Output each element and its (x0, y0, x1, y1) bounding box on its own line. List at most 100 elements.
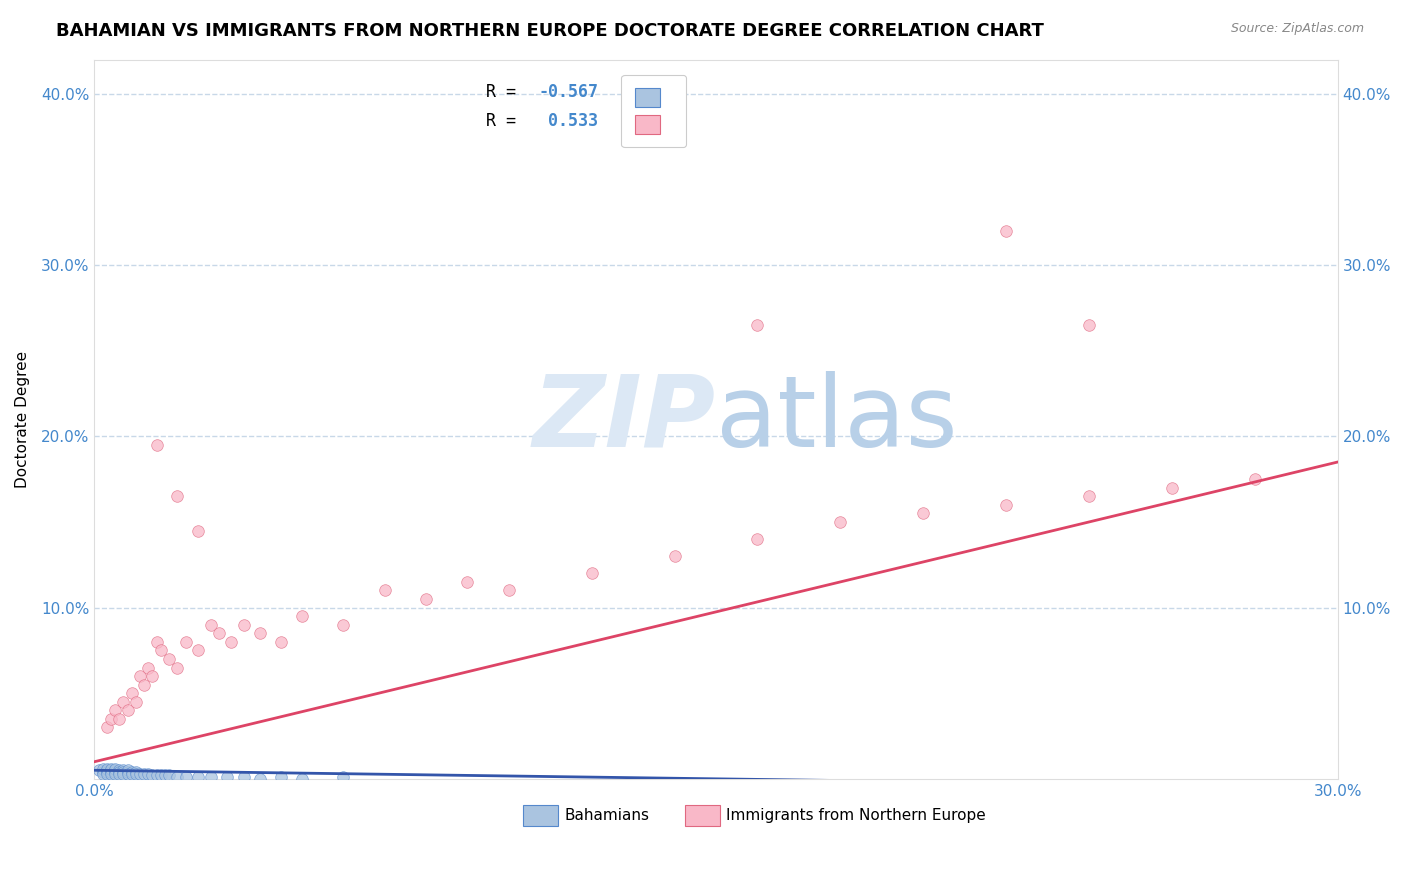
Point (187, 643, 209, 657)
Text: N =: N = (605, 112, 664, 129)
Point (100, 712, 122, 726)
Point (219, 635, 242, 649)
Point (96, 721, 118, 735)
Point (249, 626, 271, 640)
Point (149, 768, 172, 782)
Point (174, 635, 197, 649)
Point (104, 766, 127, 780)
Point (1078, 318, 1101, 332)
Y-axis label: Doctorate Degree: Doctorate Degree (15, 351, 30, 488)
Text: ZIP: ZIP (533, 371, 716, 467)
Point (117, 766, 139, 780)
Point (747, 318, 769, 332)
Text: R =: R = (486, 112, 526, 129)
Point (112, 695, 135, 709)
Point (91, 764, 114, 779)
Point (153, 768, 176, 782)
Text: BAHAMIAN VS IMMIGRANTS FROM NORTHERN EUROPE DOCTORATE DEGREE CORRELATION CHART: BAHAMIAN VS IMMIGRANTS FROM NORTHERN EUR… (56, 22, 1045, 40)
Point (291, 772, 314, 786)
Point (96, 764, 118, 779)
Point (100, 766, 122, 780)
Point (232, 617, 254, 632)
Point (117, 764, 139, 779)
Point (166, 660, 188, 674)
Point (138, 766, 160, 780)
FancyBboxPatch shape (523, 805, 558, 826)
Point (112, 764, 135, 779)
Point (91, 762, 114, 776)
Point (157, 768, 180, 782)
Point (830, 515, 852, 529)
Point (291, 609, 314, 624)
Point (100, 764, 122, 779)
Text: N =: N = (605, 83, 664, 101)
Point (96, 762, 118, 776)
Point (134, 766, 156, 780)
Point (747, 532, 769, 546)
Point (87, 764, 110, 778)
Point (374, 583, 396, 598)
Point (129, 669, 152, 683)
Point (145, 635, 167, 649)
Point (100, 762, 122, 776)
Point (96, 764, 118, 778)
Point (117, 703, 139, 717)
Point (121, 686, 143, 700)
Point (270, 635, 292, 649)
Point (415, 592, 437, 607)
Point (498, 583, 520, 598)
Point (1078, 489, 1101, 503)
Point (187, 524, 209, 538)
Point (912, 507, 935, 521)
Point (145, 768, 167, 782)
Text: Source: ZipAtlas.com: Source: ZipAtlas.com (1230, 22, 1364, 36)
Text: 0.533: 0.533 (538, 112, 599, 129)
Point (157, 652, 180, 666)
Point (129, 766, 152, 780)
Point (456, 574, 478, 589)
Text: 45: 45 (658, 112, 678, 129)
Point (96, 766, 118, 780)
Point (995, 224, 1018, 238)
Point (995, 498, 1018, 512)
Point (138, 660, 160, 674)
Point (121, 766, 143, 780)
Point (108, 712, 131, 726)
Point (112, 764, 135, 778)
Text: -0.567: -0.567 (538, 83, 599, 101)
Point (581, 566, 603, 581)
Point (125, 764, 148, 779)
Point (208, 626, 231, 640)
Text: atlas: atlas (716, 371, 957, 467)
Point (174, 770, 197, 784)
Point (112, 766, 135, 780)
Point (104, 762, 127, 776)
Point (200, 770, 222, 784)
Point (125, 695, 148, 709)
Point (149, 643, 172, 657)
Point (141, 768, 163, 782)
Point (166, 489, 188, 503)
Point (141, 669, 163, 683)
Point (108, 766, 131, 780)
Point (121, 764, 143, 779)
Point (145, 438, 167, 452)
Point (270, 770, 292, 784)
Text: R =: R = (486, 83, 526, 101)
Point (217, 770, 239, 784)
Point (91, 766, 114, 780)
Point (108, 764, 131, 779)
Point (187, 770, 209, 784)
Point (1243, 472, 1265, 486)
Point (332, 617, 354, 632)
Point (100, 764, 122, 778)
Legend: , : , (621, 75, 686, 147)
Point (166, 770, 188, 784)
Point (332, 770, 354, 784)
Point (1160, 481, 1182, 495)
Point (104, 764, 127, 779)
Point (117, 764, 139, 778)
Point (125, 766, 148, 780)
Point (200, 617, 222, 632)
Point (664, 549, 686, 564)
